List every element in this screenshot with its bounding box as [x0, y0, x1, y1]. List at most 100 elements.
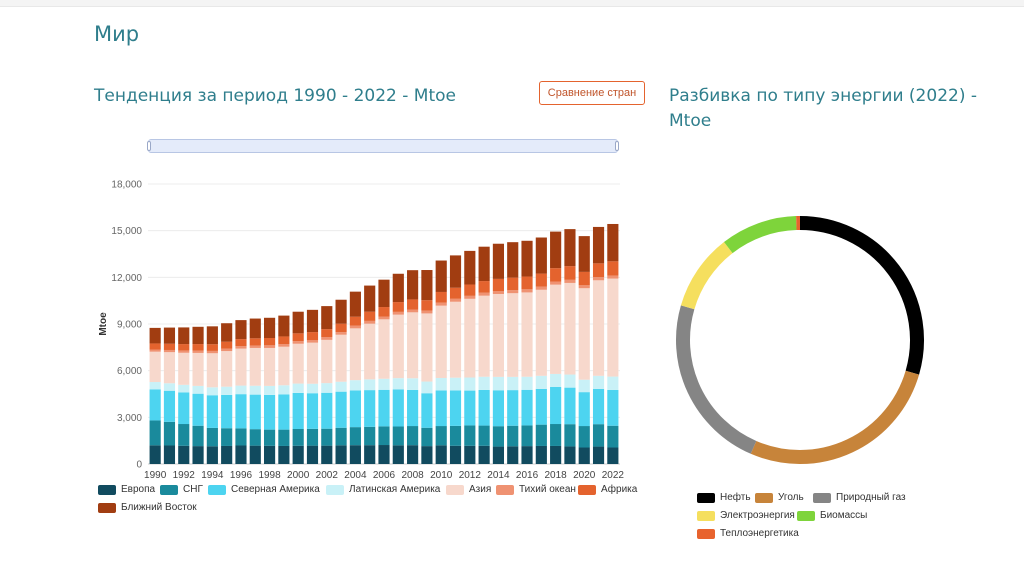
bar-segment [349, 328, 361, 381]
legend-item[interactable]: Тихий океан [496, 484, 576, 495]
bar-segment [292, 445, 304, 464]
bar-segment [535, 424, 547, 446]
bar-segment [263, 385, 276, 395]
donut-slice [750, 370, 920, 464]
bar-segment [364, 285, 376, 312]
bar-segment [507, 425, 519, 447]
legend-label: Нефть [720, 492, 751, 503]
x-tick-label: 2014 [487, 470, 510, 481]
bar-segment [449, 287, 462, 299]
bar-segment [507, 376, 519, 391]
bar-segment [249, 345, 261, 348]
legend-item[interactable]: Теплоэнергетика [697, 528, 799, 539]
legend-item[interactable]: Нефть [697, 492, 751, 503]
bar-segment [507, 446, 519, 464]
bar-segment [206, 387, 218, 396]
bar-segment [149, 389, 161, 421]
bar-segment [507, 290, 519, 294]
x-tick-label: 2006 [373, 470, 396, 481]
legend-item[interactable]: Европа [98, 484, 155, 495]
legend-item[interactable]: Ближний Восток [98, 502, 197, 513]
bar-segment [521, 446, 533, 464]
bar-segment [521, 289, 533, 293]
bar-segment [321, 428, 333, 446]
bar-segment [564, 424, 576, 447]
bar-segment [607, 389, 619, 426]
bar-segment [306, 340, 319, 343]
bar-segment [292, 383, 304, 393]
bar-segment [564, 387, 576, 425]
bar-segment [478, 445, 490, 464]
legend-item[interactable]: Природный газ [813, 492, 906, 503]
bar-segment [535, 445, 547, 464]
donut-chart-legend: Нефть Уголь Природный газ Электроэнергия Био… [697, 492, 997, 542]
bar-segment [178, 384, 190, 393]
compare-countries-button[interactable]: Сравнение стран [539, 81, 645, 105]
x-tick-label: 2020 [573, 470, 596, 481]
trend-section-title: Тенденция за период 1990 - 2022 - Mtoe [94, 86, 456, 106]
bar-segment [392, 445, 404, 464]
bar-segment [421, 310, 433, 314]
x-tick-label: 1990 [144, 470, 167, 481]
bar-segment [335, 299, 347, 324]
legend-item[interactable]: СНГ [160, 484, 203, 495]
legend-item[interactable]: Африка [578, 484, 637, 495]
bar-segment [249, 394, 261, 430]
bar-segment [392, 426, 404, 446]
legend-swatch [446, 484, 464, 495]
bar-segment [592, 375, 605, 389]
slider-left-handle[interactable] [147, 141, 151, 151]
legend-label: Латинская Америка [349, 484, 441, 495]
trend-stacked-bar-chart: 0 3,000 6,000 9,000 12,000 15,000 18,000 Mtoe 19… [98, 180, 624, 482]
bar-segment [335, 391, 347, 428]
bar-segment [192, 350, 204, 353]
legend-item[interactable]: Электроэнергия [697, 510, 795, 521]
bar-segment [178, 445, 190, 464]
bar-segment [278, 394, 290, 430]
bar-segment [492, 293, 505, 377]
legend-item[interactable]: Латинская Америка [326, 484, 440, 495]
bar-segment [149, 351, 161, 383]
bar-segment [163, 383, 176, 391]
legend-item[interactable]: Азия [446, 484, 491, 495]
bar-segment [378, 319, 390, 379]
bar-segment [306, 309, 319, 333]
legend-label: СНГ [183, 484, 203, 495]
legend-item[interactable]: Биомассы [797, 510, 867, 521]
bar-segment [364, 390, 376, 427]
bar-segment [263, 345, 276, 348]
slider-right-handle[interactable] [615, 141, 619, 151]
legend-swatch [755, 492, 773, 503]
x-tick-label: 1992 [173, 470, 196, 481]
bar-segment [221, 341, 233, 349]
bar-segment [392, 311, 404, 315]
bar-segment [607, 261, 619, 276]
bar-segment [206, 353, 218, 388]
bar-segment [321, 306, 333, 330]
legend-item[interactable]: Уголь [755, 492, 804, 503]
bar-segment [292, 429, 304, 446]
bar-segment [349, 427, 361, 446]
bar-segment [535, 388, 547, 425]
bar-segment [578, 285, 590, 289]
legend-label: Электроэнергия [720, 510, 795, 521]
y-tick-label: 18,000 [111, 180, 142, 191]
bar-segment [378, 389, 390, 427]
bar-segment [435, 377, 447, 391]
legend-item[interactable]: Северная Америка [208, 484, 320, 495]
legend-swatch [697, 492, 715, 503]
bar-segment [449, 255, 462, 288]
bar-segment [278, 429, 290, 446]
bar-segment [221, 386, 233, 395]
bar-segment [535, 375, 547, 389]
legend-swatch [797, 510, 815, 521]
bar-segment [492, 243, 505, 279]
bar-segment [192, 385, 204, 394]
bar-segment [521, 425, 533, 447]
bar-segment [378, 307, 390, 317]
x-tick-label: 2018 [545, 470, 568, 481]
bar-segment [464, 377, 476, 391]
time-range-slider[interactable] [147, 139, 619, 153]
bar-segment [550, 231, 562, 269]
bar-segment [306, 428, 319, 446]
